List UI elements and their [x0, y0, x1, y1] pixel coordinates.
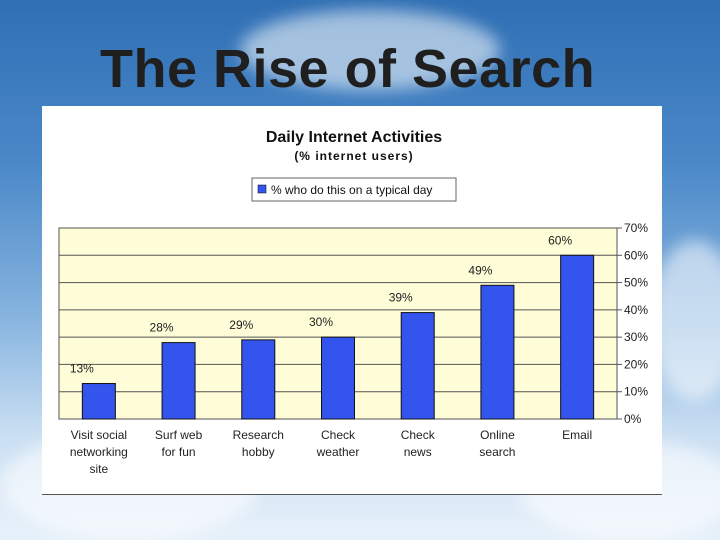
category-label: for fun: [162, 445, 196, 459]
data-label: 13%: [70, 362, 94, 376]
legend-swatch: [257, 184, 267, 194]
legend: % who do this on a typical day: [251, 177, 457, 202]
category-label: Online: [480, 428, 515, 442]
category-label: news: [404, 445, 432, 459]
legend-label: % who do this on a typical day: [271, 183, 432, 197]
category-label: Check: [321, 428, 356, 442]
bar: [560, 254, 595, 420]
category-label: Check: [401, 428, 436, 442]
bar: [480, 284, 515, 420]
data-labels: 13% 28% 29% 30% 39% 49% 60%: [70, 233, 573, 375]
y-tick-label: 0%: [624, 412, 642, 426]
category-label: networking: [70, 445, 128, 459]
data-label: 60%: [548, 233, 572, 247]
category-label: Email: [562, 428, 592, 442]
category-label: weather: [316, 445, 360, 459]
bar: [241, 339, 276, 420]
category-label: search: [479, 445, 515, 459]
bar: [161, 342, 196, 420]
legend-box: [251, 177, 457, 202]
category-label: Research: [233, 428, 284, 442]
data-label: 39%: [389, 291, 413, 305]
y-tick-label: 20%: [624, 357, 648, 371]
y-axis-ticks: 0% 10% 20% 30% 40% 50% 60% 70%: [617, 221, 648, 426]
bar-chart: Daily Internet Activities (% internet us…: [58, 129, 648, 476]
y-tick-label: 10%: [624, 385, 648, 399]
y-tick-label: 40%: [624, 303, 648, 317]
bars: [81, 254, 595, 420]
category-label: Visit social: [71, 428, 127, 442]
bar: [81, 383, 116, 420]
y-tick-label: 30%: [624, 330, 648, 344]
bar: [400, 312, 435, 420]
category-label: site: [90, 462, 109, 476]
category-label: Surf web: [155, 428, 203, 442]
cloud-decoration: [240, 10, 500, 90]
data-label: 30%: [309, 315, 333, 329]
chart-title: Daily Internet Activities: [266, 129, 442, 146]
chart-panel: Daily Internet Activities (% internet us…: [42, 106, 662, 495]
data-label: 29%: [229, 318, 253, 332]
category-label: hobby: [242, 445, 275, 459]
y-tick-label: 60%: [624, 248, 648, 262]
category-labels: Visit social networking site Surf web for fu…: [70, 428, 592, 476]
slide-title: The Rise of Search: [100, 39, 596, 99]
y-tick-label: 70%: [624, 221, 648, 235]
data-label: 49%: [468, 263, 492, 277]
data-label: 28%: [150, 321, 174, 335]
y-tick-label: 50%: [624, 276, 648, 290]
bar: [321, 336, 355, 420]
chart-subtitle: (% internet users): [294, 149, 413, 163]
